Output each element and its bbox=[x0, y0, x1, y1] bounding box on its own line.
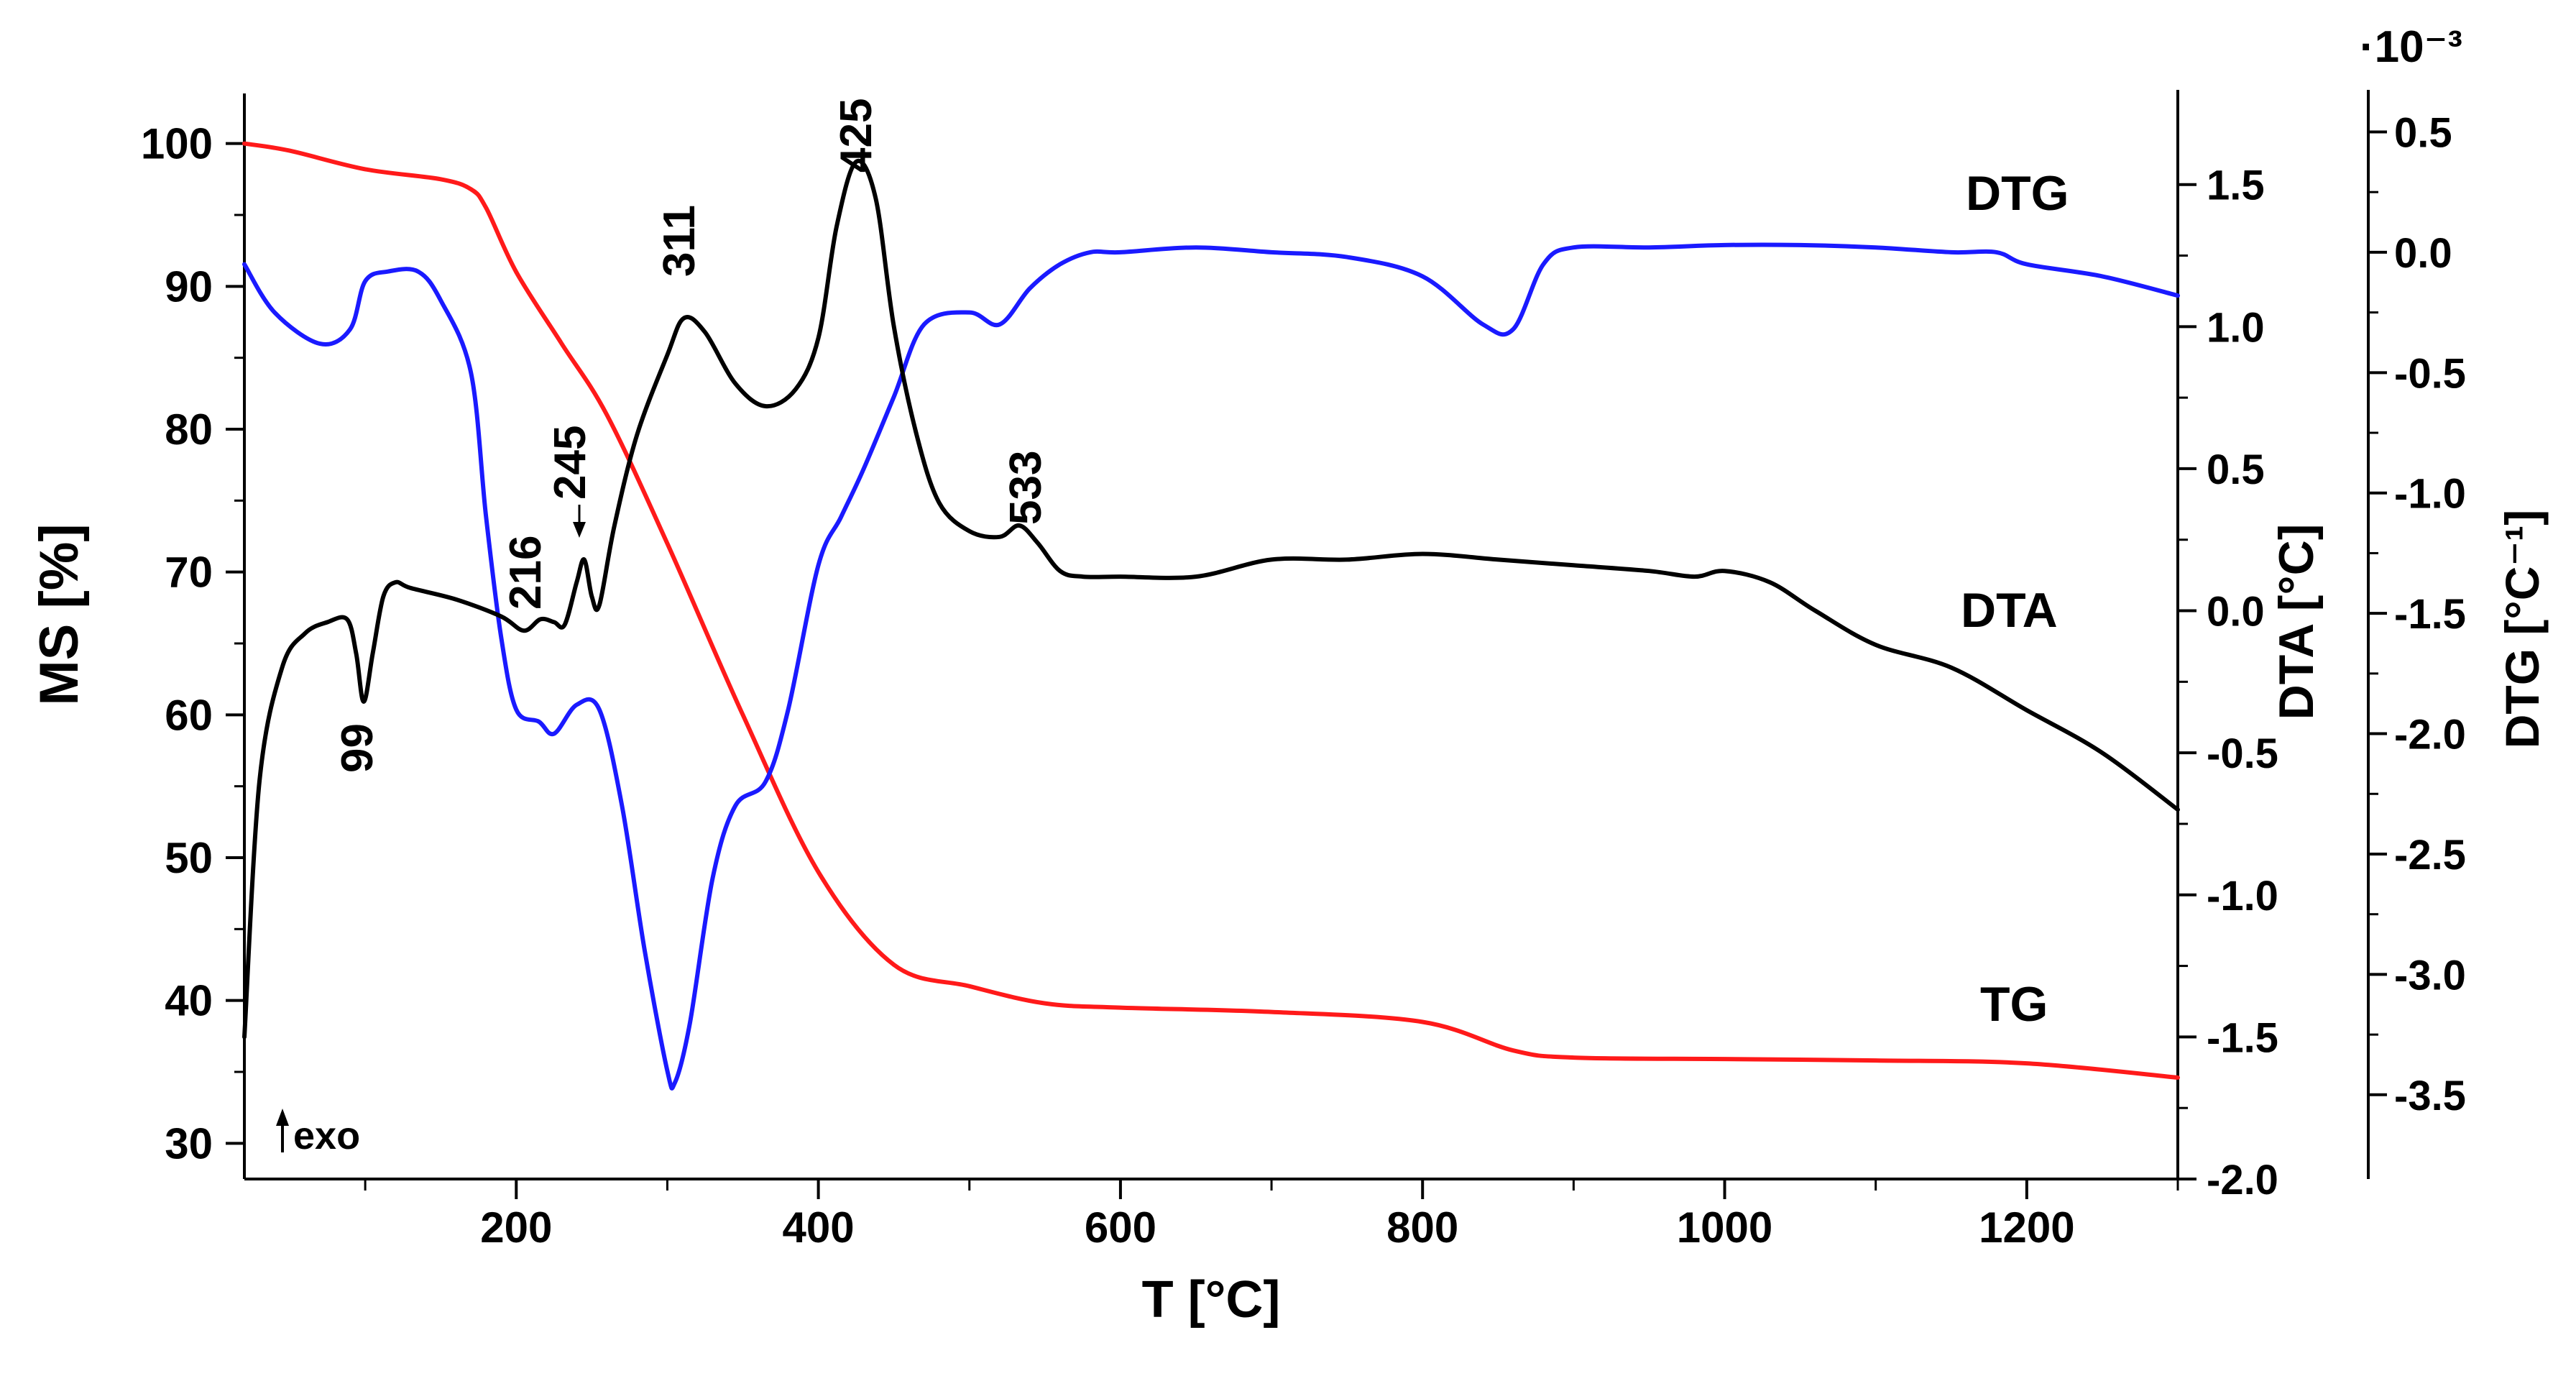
x-tick-label: 200 bbox=[480, 1203, 552, 1252]
dtg-tick-label: -3.5 bbox=[2394, 1073, 2466, 1119]
x-tick-label: 400 bbox=[783, 1203, 855, 1252]
series-label-dta: DTA bbox=[1961, 583, 2058, 638]
peak-label-245: 245 bbox=[546, 426, 595, 500]
ms-tick-label: 70 bbox=[165, 549, 213, 597]
chart-labels: DTG DTA TG 99 216 245 311 425 533 exo bbox=[276, 98, 2069, 1157]
peak-label-216: 216 bbox=[501, 536, 551, 610]
dta-tick-label: 1.0 bbox=[2207, 304, 2265, 351]
dtg-tick-label: 0.5 bbox=[2394, 109, 2452, 156]
ms-tick-label: 60 bbox=[165, 691, 213, 739]
ms-tick-label: 90 bbox=[165, 262, 213, 311]
ms-tick-label: 40 bbox=[165, 977, 213, 1025]
dtg-tick-label: -1.5 bbox=[2394, 591, 2466, 638]
ms-tick-label: 50 bbox=[165, 834, 213, 882]
plot-series bbox=[242, 141, 2180, 1091]
dta-tick-label: 0.5 bbox=[2207, 446, 2265, 493]
dtg-tick-label: -2.0 bbox=[2394, 712, 2466, 758]
dta-tick-label: 0.0 bbox=[2207, 589, 2265, 636]
x-tick-label: 1200 bbox=[1979, 1203, 2074, 1252]
dta-axis-title: DTA [°C] bbox=[2269, 524, 2324, 720]
dtg-multiplier-label: ·10⁻³ bbox=[2360, 22, 2462, 72]
series-line-tg bbox=[242, 141, 2180, 1080]
ms-axis-title: MS [%] bbox=[29, 523, 90, 705]
ms-tick-label: 100 bbox=[141, 120, 213, 168]
peak-label-533: 533 bbox=[1001, 451, 1051, 525]
peak-label-425: 425 bbox=[832, 98, 881, 173]
axes: 200 400 600 800 1000 1200 T [°C] 30 40 50 60 70 80 90… bbox=[29, 22, 2549, 1329]
dtg-tick-label: -3.0 bbox=[2394, 952, 2466, 999]
dtg-tick-label: -0.5 bbox=[2394, 350, 2466, 397]
dta-tick-label: -1.5 bbox=[2207, 1014, 2278, 1061]
x-axis-title: T [°C] bbox=[1142, 1271, 1281, 1329]
dta-tick-label: -0.5 bbox=[2207, 730, 2278, 777]
exo-label: exo bbox=[293, 1114, 360, 1157]
series-label-tg: TG bbox=[1980, 977, 2048, 1032]
dtg-axis-title: DTG [°C⁻¹] bbox=[2496, 510, 2549, 748]
x-tick-label: 600 bbox=[1085, 1203, 1156, 1252]
dtg-tick-label: 0.0 bbox=[2394, 230, 2452, 277]
x-tick-label: 1000 bbox=[1677, 1203, 1772, 1252]
exo-arrow-icon bbox=[276, 1109, 289, 1152]
ms-tick-label: 80 bbox=[165, 405, 213, 454]
dta-tick-label: 1.5 bbox=[2207, 162, 2265, 209]
dtg-tick-label: -2.5 bbox=[2394, 832, 2466, 879]
peak-label-311: 311 bbox=[655, 205, 704, 277]
x-tick-label: 800 bbox=[1386, 1203, 1458, 1252]
series-line-dta bbox=[242, 158, 2180, 1040]
dtg-tick-label: -1.0 bbox=[2394, 471, 2466, 518]
series-label-dtg: DTG bbox=[1966, 166, 2069, 221]
series-line-dtg bbox=[242, 242, 2180, 1091]
ms-tick-label: 30 bbox=[165, 1119, 213, 1168]
dta-tick-label: -2.0 bbox=[2207, 1157, 2278, 1203]
peak-245-arrow bbox=[573, 505, 586, 538]
peak-label-99: 99 bbox=[333, 723, 382, 773]
dta-tick-label: -1.0 bbox=[2207, 873, 2278, 919]
